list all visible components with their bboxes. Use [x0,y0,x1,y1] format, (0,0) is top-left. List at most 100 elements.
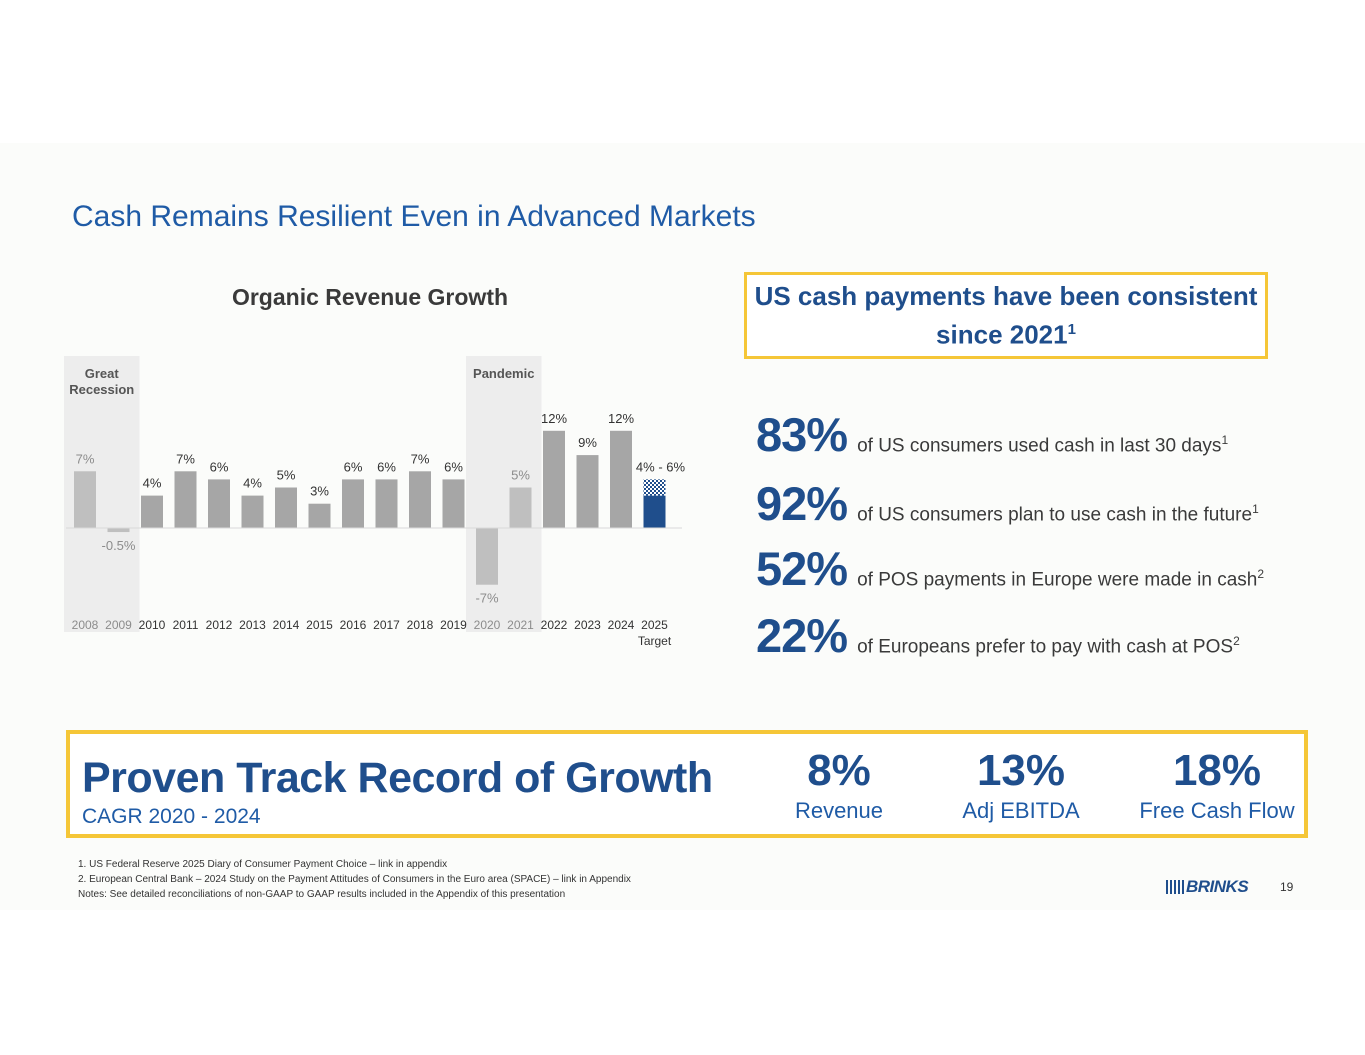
metric-adj-ebitda: 13% Adj EBITDA [926,746,1116,826]
x-tick-label: 2014 [273,618,300,632]
bar [174,471,197,528]
metric-value: 13% [976,746,1066,795]
data-label: 4% [243,476,262,491]
shaded-period-label: Pandemic [473,366,534,381]
target-bar-low [643,495,666,528]
x-tick-label: 2020 [474,618,501,632]
data-label: 4% - 6% [636,459,686,474]
stat-row: 92% of US consumers plan to use cash in … [756,476,1259,531]
x-tick-label: 2010 [139,618,166,632]
data-label: 5% [511,468,530,483]
x-tick-label: 2023 [574,618,601,632]
data-label: 6% [210,459,229,474]
x-tick-label: 2012 [206,618,233,632]
x-tick-label: 2019 [440,618,467,632]
stat-value: 83% [756,408,848,461]
x-tick-label: 2018 [407,618,434,632]
metric-label: Free Cash Flow [1139,798,1295,823]
bar [476,528,498,585]
bar [409,471,431,528]
x-tick-label: 2016 [340,618,367,632]
stat-row: 83% of US consumers used cash in last 30… [756,407,1228,462]
data-label: 9% [578,435,597,450]
metric-value: 8% [807,746,871,795]
callout-text: US cash payments have been consistent si… [754,280,1258,350]
bar [576,455,599,528]
shaded-period-label: Great [85,366,120,381]
growth-subtitle: CAGR 2020 - 2024 [82,805,261,828]
bar [610,430,632,528]
x-tick-sublabel: Target [638,634,672,648]
bar [74,471,96,528]
bar [375,479,398,528]
data-label: 6% [377,459,396,474]
bar [241,495,264,528]
bar [107,528,130,533]
footnote: 2. European Central Bank – 2024 Study on… [78,874,631,885]
footnote: 1. US Federal Reserve 2025 Diary of Cons… [78,859,448,870]
data-label: 12% [541,411,567,426]
x-tick-label: 2017 [373,618,400,632]
x-axis-ticks: 2008 2009 2010 2011 2012 2013 2014 2015 2016 2017… [72,618,672,648]
stat-value: 22% [756,609,848,662]
bar [208,479,230,528]
metric-label: Revenue [794,798,884,823]
bar [342,479,364,528]
data-label: 7% [76,451,95,466]
metric-revenue: 8% Revenue [744,746,934,826]
x-tick-label: 2009 [105,618,132,632]
bar [509,487,532,528]
metric-free-cash-flow: 18% Free Cash Flow [1122,746,1312,826]
metric-value: 18% [1172,746,1262,795]
stat-description: of Europeans prefer to pay with cash at … [857,633,1240,657]
callout-box: US cash payments have been consistent si… [744,272,1268,359]
data-label: 12% [608,411,634,426]
data-label: 7% [176,451,195,466]
callout-footnote-mark: 1 [1067,320,1076,338]
page-title: Cash Remains Resilient Even in Advanced … [72,200,756,233]
footnotes: 1. US Federal Reserve 2025 Diary of Cons… [78,857,631,902]
shaded-period-label: Recession [69,382,134,397]
x-tick-label: 2025 [641,618,668,632]
x-tick-label: 2024 [608,618,635,632]
data-label: 6% [344,459,363,474]
footnote: Notes: See detailed reconciliations of n… [78,889,566,900]
stat-value: 52% [756,542,848,595]
bar [308,503,331,528]
x-tick-label: 2021 [507,618,534,632]
data-label: -7% [475,591,499,606]
data-label: 7% [411,451,430,466]
x-tick-label: 2022 [541,618,568,632]
stat-row: 22% of Europeans prefer to pay with cash… [756,608,1240,663]
stat-row: 52% of POS payments in Europe were made … [756,541,1264,596]
data-label: -0.5% [102,538,136,553]
data-label: 3% [310,484,329,499]
stat-description: of US consumers used cash in last 30 day… [857,432,1229,456]
growth-title: Proven Track Record of Growth [82,754,713,802]
x-tick-label: 2008 [72,618,99,632]
x-tick-label: 2015 [306,618,333,632]
bar [543,430,565,528]
page-number: 19 [1280,880,1294,894]
x-tick-label: 2011 [173,618,199,632]
data-label: 6% [444,459,463,474]
logo-bars-icon [1166,880,1184,894]
bar [141,495,163,528]
stat-description: of POS payments in Europe were made in c… [857,566,1265,590]
bars [66,430,682,585]
brinks-logo: BRINKS [1166,877,1249,897]
bar [275,487,297,528]
logo-text: BRINKS [1186,877,1249,896]
bar [442,479,465,528]
data-labels: 7% -0.5% 4% 7% 6% 4% 5% 3% 6% 6% 7% 6% -7% 5% 12% 9% 12%… [76,411,686,606]
chart-title: Organic Revenue Growth [231,284,509,310]
x-tick-label: 2013 [239,618,266,632]
metric-label: Adj EBITDA [962,798,1080,823]
data-label: 5% [277,468,296,483]
growth-box: Proven Track Record of Growth CAGR 2020 … [66,730,1308,838]
stat-value: 92% [756,477,848,530]
stat-description: of US consumers plan to use cash in the … [857,501,1259,525]
target-bar-range [643,479,666,496]
